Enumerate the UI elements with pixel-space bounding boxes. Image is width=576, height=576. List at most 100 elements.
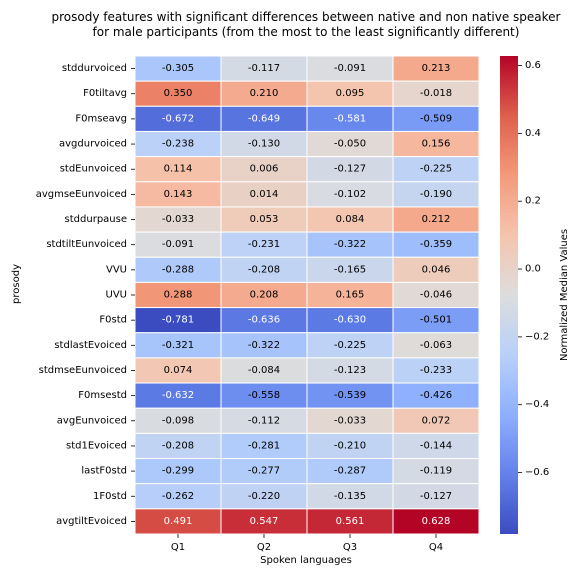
y-tick-label: stdtiltEunvoiced <box>46 239 127 250</box>
cell-value-label: -0.046 <box>420 290 452 301</box>
colorbar-tick-label: −0.2 <box>525 331 549 342</box>
cell-value-label: 0.074 <box>164 365 193 376</box>
cell-value-label: -0.220 <box>248 491 280 502</box>
y-tick-label: stdlastEvoiced <box>54 340 127 351</box>
cell-value-label: 0.014 <box>250 189 279 200</box>
heatmap-cell <box>134 281 222 309</box>
heatmap-cell <box>306 508 394 535</box>
heatmap-cell <box>392 281 480 309</box>
cell-value-label: -0.299 <box>162 466 194 477</box>
cell-value-label: -0.281 <box>248 440 280 451</box>
cell-value-label: 0.156 <box>422 139 451 150</box>
y-tick-label: UVU <box>106 290 127 301</box>
x-axis-label: Spoken languages <box>260 555 352 566</box>
cell-value-label: 0.053 <box>250 214 279 225</box>
cell-value-label: -0.322 <box>334 239 366 250</box>
y-tick-label: F0mseavg <box>75 113 127 124</box>
cell-value-label: 0.213 <box>422 63 451 74</box>
colorbar <box>500 56 518 534</box>
cell-value-label: -0.117 <box>248 63 280 74</box>
y-axis-label: prosody <box>11 264 22 304</box>
y-tick-label: F0std <box>99 315 127 326</box>
colorbar-tick-label: 0.6 <box>525 60 541 71</box>
x-tick-label: Q2 <box>257 542 271 553</box>
heatmap-cell <box>392 332 480 359</box>
cell-value-label: 0.046 <box>422 264 451 275</box>
heatmap-cell <box>392 80 480 107</box>
heatmap-cell <box>134 508 222 535</box>
cell-value-label: -0.033 <box>334 415 366 426</box>
cell-value-label: -0.630 <box>334 315 366 326</box>
cell-value-label: -0.208 <box>162 440 194 451</box>
cell-value-label: 0.208 <box>250 290 279 301</box>
cell-value-label: 0.084 <box>336 214 365 225</box>
heatmap-cell <box>392 432 480 460</box>
cell-value-label: -0.649 <box>248 113 280 124</box>
heatmap-cells: -0.305 -0.117 -0.091 0.213 0.350 0.210 0.095 -0… <box>134 55 480 535</box>
heatmap-cell <box>392 458 480 485</box>
y-tick-label: F0msestd <box>78 390 127 401</box>
cell-value-label: -0.672 <box>162 113 194 124</box>
y-tick-label: 1F0std <box>93 491 127 502</box>
x-tick-labels: Q1 Q2 Q3 Q4 <box>171 534 443 553</box>
cell-value-label: -0.091 <box>162 239 194 250</box>
heatmap-cell <box>306 181 394 208</box>
cell-value-label: -0.277 <box>248 466 280 477</box>
x-tick-label: Q1 <box>171 542 185 553</box>
y-tick-label: stddurvoiced <box>62 63 127 74</box>
cell-value-label: -0.102 <box>334 189 366 200</box>
cell-value-label: -0.233 <box>420 365 452 376</box>
heatmap-cell <box>392 130 480 158</box>
cell-value-label: 0.350 <box>164 88 193 99</box>
cell-value-label: 0.491 <box>164 516 193 527</box>
y-tick-label: avgEunvoiced <box>57 415 127 426</box>
cell-value-label: 0.143 <box>164 189 193 200</box>
cell-value-label: -0.231 <box>248 239 280 250</box>
y-tick-label: lastF0std <box>81 466 127 477</box>
y-tick-label: std1Evoiced <box>66 440 127 451</box>
y-tick-label: avgdurvoiced <box>59 139 127 150</box>
y-tick-label: F0tiltavg <box>83 88 127 99</box>
cell-value-label: -0.063 <box>420 340 452 351</box>
colorbar-tick-label: 0.0 <box>525 264 541 275</box>
heatmap-cell <box>306 458 394 485</box>
colorbar-tick-label: 0.4 <box>525 128 541 139</box>
heatmap-cell <box>220 458 308 485</box>
cell-value-label: -0.112 <box>248 415 280 426</box>
heatmap-cell <box>392 156 480 183</box>
cell-value-label: -0.288 <box>162 264 194 275</box>
cell-value-label: -0.321 <box>162 340 194 351</box>
heatmap-cell <box>220 357 308 384</box>
heatmap-cell <box>134 432 222 460</box>
cell-value-label: -0.558 <box>248 390 280 401</box>
colorbar-ticks: −0.6 −0.4 −0.2 0.0 0.2 0.4 0.6 <box>518 60 549 478</box>
cell-value-label: -0.238 <box>162 139 194 150</box>
cell-value-label: -0.287 <box>334 466 366 477</box>
heatmap-cell <box>392 55 480 82</box>
y-tick-label: avgtiltEvoiced <box>56 516 127 527</box>
heatmap-cell <box>392 256 480 283</box>
cell-value-label: -0.632 <box>162 390 194 401</box>
heatmap-cell <box>392 508 480 535</box>
cell-value-label: 0.547 <box>250 516 279 527</box>
heatmap-cell <box>220 332 308 359</box>
cell-value-label: -0.305 <box>162 63 194 74</box>
cell-value-label: -0.135 <box>334 491 366 502</box>
heatmap-cell <box>134 231 222 258</box>
cell-value-label: 0.288 <box>164 290 193 301</box>
y-tick-label: VVU <box>106 264 127 275</box>
cell-value-label: -0.127 <box>420 491 452 502</box>
heatmap-cell <box>306 407 394 434</box>
heatmap-cell <box>134 181 222 208</box>
cell-value-label: 0.114 <box>164 164 193 175</box>
heatmap-cell <box>306 357 394 384</box>
cell-value-label: -0.123 <box>334 365 366 376</box>
cell-value-label: -0.225 <box>334 340 366 351</box>
colorbar-label: Normalized Median Values <box>559 229 570 361</box>
cell-value-label: -0.165 <box>334 264 366 275</box>
heatmap-cell <box>392 357 480 384</box>
cell-value-label: 0.006 <box>250 164 279 175</box>
colorbar-tick-label: −0.6 <box>525 467 549 478</box>
heatmap-cell <box>220 105 308 132</box>
